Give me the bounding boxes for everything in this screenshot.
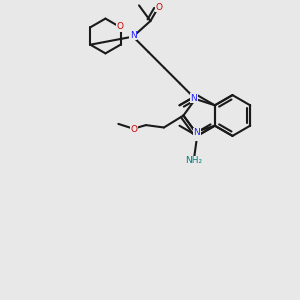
- Text: N: N: [194, 131, 200, 140]
- Text: NH₂: NH₂: [186, 156, 203, 165]
- Text: N: N: [194, 128, 200, 137]
- Text: N: N: [190, 94, 197, 103]
- Text: O: O: [131, 125, 138, 134]
- Text: O: O: [155, 3, 162, 12]
- Text: N: N: [130, 31, 136, 40]
- Text: O: O: [116, 22, 123, 32]
